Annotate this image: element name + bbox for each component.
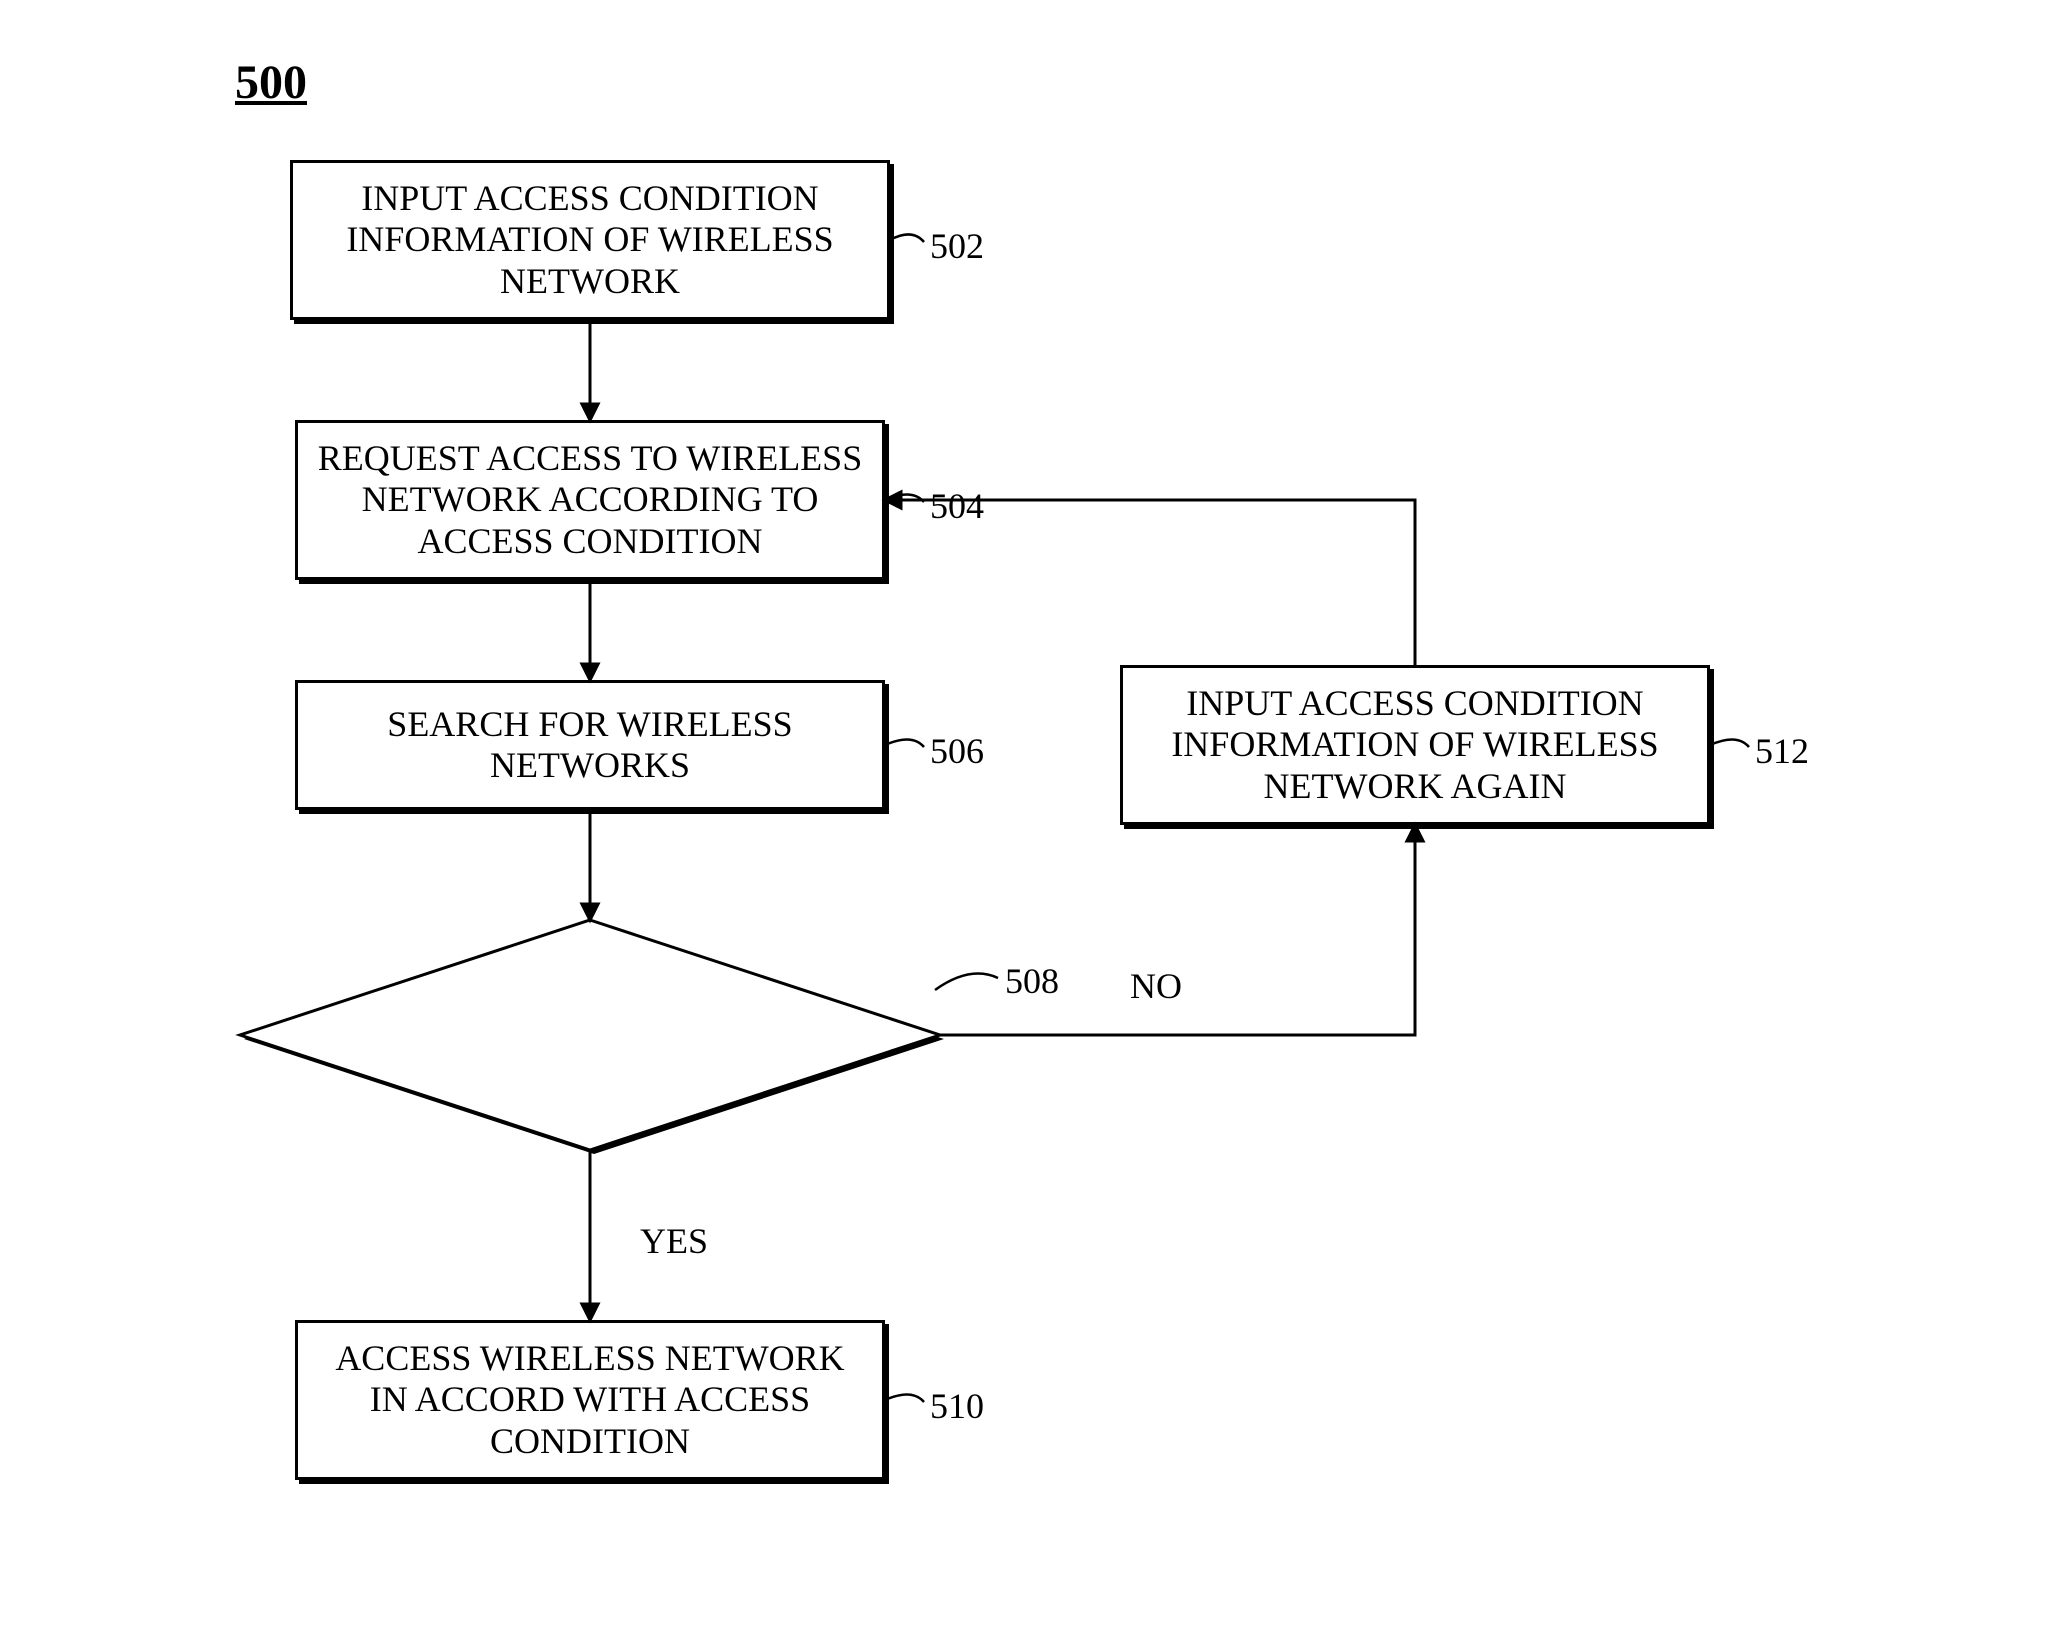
- ref-label-512: 512: [1755, 730, 1809, 772]
- ref-label-508: 508: [1005, 960, 1059, 1002]
- flow-node-n508: [240, 920, 940, 1150]
- flow-node-n510: ACCESS WIRELESS NETWORKIN ACCORD WITH AC…: [295, 1320, 885, 1480]
- flow-node-text: INPUT ACCESS CONDITIONINFORMATION OF WIR…: [346, 178, 833, 302]
- ref-label-502: 502: [930, 225, 984, 267]
- ref-leader: [885, 1394, 924, 1402]
- ref-leader: [885, 739, 924, 747]
- ref-leader: [935, 974, 998, 990]
- ref-label-504: 504: [930, 485, 984, 527]
- flow-node-n504: REQUEST ACCESS TO WIRELESSNETWORK ACCORD…: [295, 420, 885, 580]
- ref-leader: [1710, 739, 1749, 747]
- ref-label-510: 510: [930, 1385, 984, 1427]
- ref-leader: [885, 494, 924, 502]
- flow-node-text: ACCESS WIRELESS NETWORKIN ACCORD WITH AC…: [335, 1338, 844, 1462]
- ref-leader: [890, 234, 924, 242]
- flow-node-text: SEARCH FOR WIRELESSNETWORKS: [387, 704, 792, 787]
- flow-node-text: REQUEST ACCESS TO WIRELESSNETWORK ACCORD…: [318, 438, 862, 562]
- edge-label-e5: NO: [1130, 965, 1182, 1007]
- flow-node-n512: INPUT ACCESS CONDITIONINFORMATION OF WIR…: [1120, 665, 1710, 825]
- flow-node-text: INPUT ACCESS CONDITIONINFORMATION OF WIR…: [1171, 683, 1658, 807]
- ref-label-506: 506: [930, 730, 984, 772]
- flow-node-text: IS THEREWIRELESS NETWORK INACCORD WITH A…: [330, 955, 850, 1113]
- flow-node-n502: INPUT ACCESS CONDITIONINFORMATION OF WIR…: [290, 160, 890, 320]
- edge-label-e4: YES: [640, 1220, 708, 1262]
- figure-number: 500: [235, 55, 307, 110]
- flow-node-n506: SEARCH FOR WIRELESSNETWORKS: [295, 680, 885, 810]
